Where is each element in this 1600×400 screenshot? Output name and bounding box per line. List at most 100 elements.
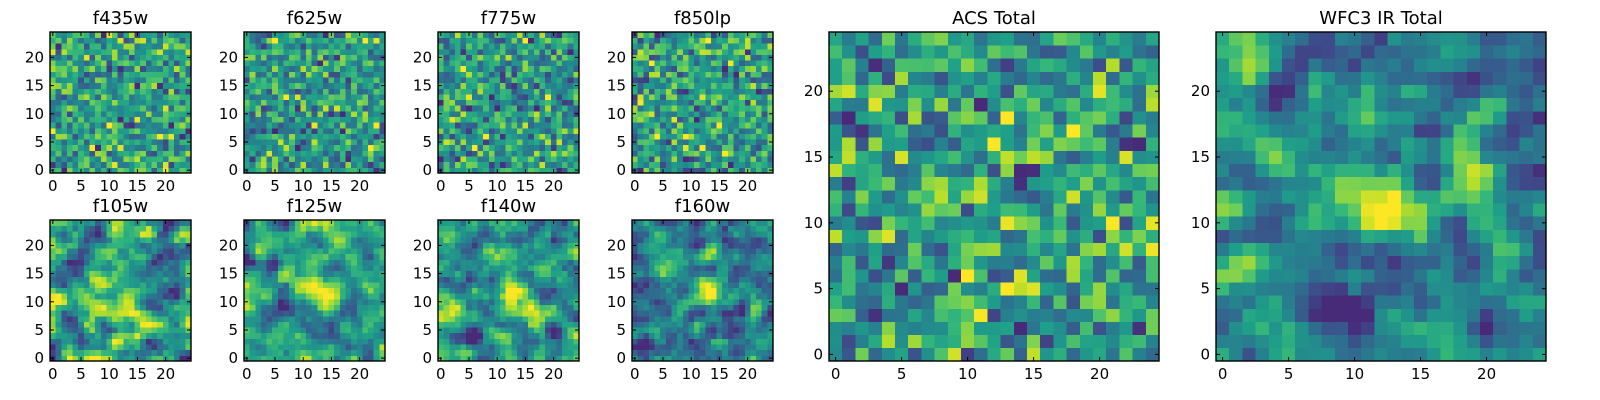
heatmap-cell (722, 293, 729, 300)
heatmap-cell (505, 122, 512, 129)
heatmap-cell (128, 48, 135, 55)
heatmap-cell (339, 139, 346, 146)
heatmap-cell (300, 231, 307, 238)
heatmap-cell (289, 43, 296, 50)
heatmap-cell (317, 37, 324, 44)
heatmap-cell (516, 298, 523, 305)
heatmap-cell (334, 161, 341, 168)
heatmap-cell (277, 150, 284, 157)
heatmap-cell (283, 298, 290, 305)
heatmap-cell (83, 43, 90, 50)
heatmap-cell (289, 88, 296, 95)
heatmap-cell (179, 287, 186, 294)
heatmap-cell (677, 116, 684, 123)
heatmap-cell (266, 150, 273, 157)
heatmap-cell (100, 54, 107, 61)
heatmap-cell (654, 321, 661, 328)
heatmap-cell (334, 94, 341, 101)
heatmap-cell (471, 110, 478, 117)
heatmap-cell (573, 37, 580, 44)
heatmap-cell (117, 315, 124, 322)
heatmap-cell (145, 293, 152, 300)
heatmap-cell (368, 139, 375, 146)
heatmap-cell (671, 48, 678, 55)
heatmap-cell (255, 167, 262, 174)
heatmap-cell (688, 293, 695, 300)
heatmap-cell (100, 253, 107, 260)
heatmap-cell (632, 127, 639, 134)
heatmap-cell (556, 110, 563, 117)
x-tick-label: 0 (242, 177, 252, 195)
heatmap-cell (157, 94, 164, 101)
heatmap-cell (694, 338, 701, 345)
heatmap-cell (494, 37, 501, 44)
heatmap-cell (761, 167, 768, 174)
heatmap-cell (488, 43, 495, 50)
heatmap-cell (174, 270, 181, 277)
heatmap-cell (727, 167, 734, 174)
heatmap-cell (694, 122, 701, 129)
heatmap-cell (500, 37, 507, 44)
heatmap-cell (671, 315, 678, 322)
heatmap-cell (739, 167, 746, 174)
heatmap-cell (567, 105, 574, 112)
heatmap-cell (272, 43, 279, 50)
heatmap-cell (573, 332, 580, 339)
heatmap-cell (174, 161, 181, 168)
heatmap-cell (283, 94, 290, 101)
heatmap-cell (539, 315, 546, 322)
heatmap-cell (55, 338, 62, 345)
heatmap-cell (556, 54, 563, 61)
heatmap-cell (562, 270, 569, 277)
heatmap-cell (78, 43, 85, 50)
heatmap-cell (722, 133, 729, 140)
heatmap-cell (648, 156, 655, 163)
heatmap-cell (494, 94, 501, 101)
heatmap-cell (61, 242, 68, 249)
heatmap-cell (61, 282, 68, 289)
heatmap-cell (179, 139, 186, 146)
heatmap-cell (727, 349, 734, 356)
heatmap-cell (505, 156, 512, 163)
heatmap-cell (727, 298, 734, 305)
heatmap-cell (733, 139, 740, 146)
heatmap-cell (123, 127, 130, 134)
heatmap-cell (488, 270, 495, 277)
heatmap-cell (373, 242, 380, 249)
heatmap-cell (739, 43, 746, 50)
heatmap-cell (460, 127, 467, 134)
heatmap-cell (699, 139, 706, 146)
heatmap-cell (471, 32, 478, 39)
heatmap-cell (306, 332, 313, 339)
heatmap-cell (151, 77, 158, 84)
heatmap-cell (466, 259, 473, 266)
heatmap-cell (317, 327, 324, 334)
heatmap-cell (505, 287, 512, 294)
heatmap-cell (500, 315, 507, 322)
heatmap-cell (761, 321, 768, 328)
heatmap-cell (744, 321, 751, 328)
heatmap-cell (454, 144, 461, 151)
heatmap-cell (744, 43, 751, 50)
heatmap-cell (300, 82, 307, 89)
heatmap-cell (322, 144, 329, 151)
heatmap-cell (516, 265, 523, 272)
heatmap-cell (460, 71, 467, 78)
panel-title: f775w (481, 8, 536, 29)
heatmap-cell (556, 242, 563, 249)
heatmap-cell (539, 43, 546, 50)
heatmap-cell (750, 43, 757, 50)
heatmap-cell (55, 43, 62, 50)
heatmap-cell (705, 144, 712, 151)
heatmap-cell (106, 349, 113, 356)
heatmap-cell (272, 349, 279, 356)
heatmap-cell (460, 293, 467, 300)
heatmap-cell (339, 65, 346, 72)
heatmap-cell (744, 327, 751, 334)
heatmap-cell (277, 65, 284, 72)
heatmap-cell (722, 338, 729, 345)
heatmap-cell (322, 71, 329, 78)
heatmap-cell (351, 139, 358, 146)
heatmap-cell (140, 77, 147, 84)
heatmap-cell (157, 338, 164, 345)
